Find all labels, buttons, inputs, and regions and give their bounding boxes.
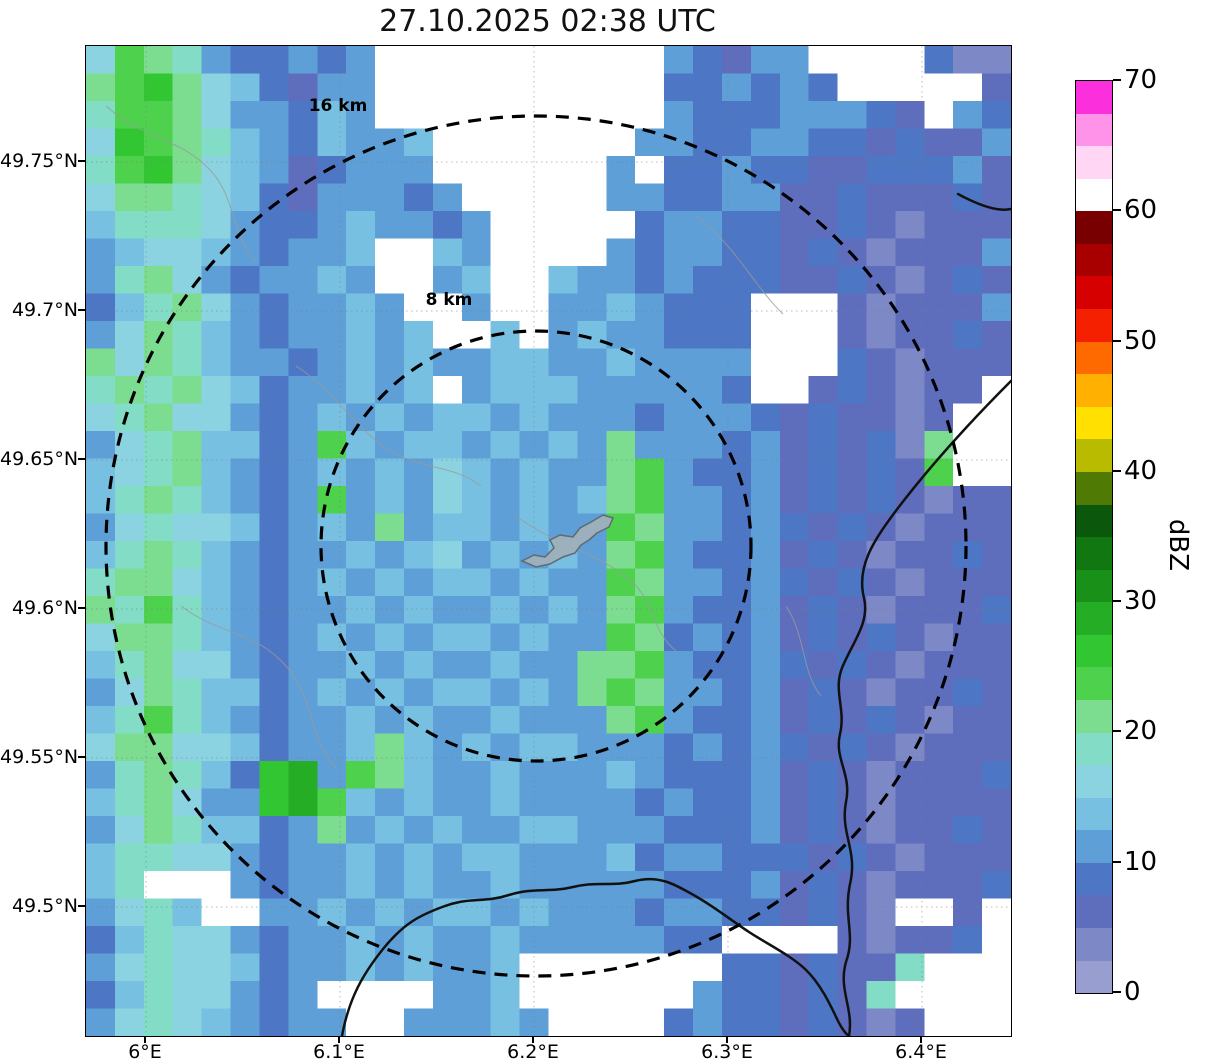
colorbar-tick-label: 30 [1124,586,1158,617]
colorbar-tick-label: 50 [1124,325,1158,356]
colorbar-tick-mark [1113,730,1121,733]
colorbar-segment [1076,830,1112,863]
lon-tick-mark [726,1036,728,1043]
country-borders [340,192,1011,1036]
lat-tick-label: 49.65°N [0,448,79,470]
colorbar-segment [1076,667,1112,700]
lon-tick-label: 6.1°E [313,1041,365,1063]
lon-tick-label: 6.4°E [895,1041,947,1063]
colorbar-segment [1076,634,1112,668]
colorbar-segment [1076,732,1112,766]
lat-tick-label: 49.7°N [11,299,78,321]
lat-tick-mark [78,756,85,758]
lat-tick-mark [78,458,85,460]
colorbar-tick-mark [1113,209,1121,212]
colorbar-segment [1076,537,1112,570]
colorbar-tick-label: 70 [1124,65,1158,95]
border-south [340,877,851,1036]
colorbar-segment [1076,113,1112,147]
lon-tick-mark [144,1036,146,1043]
colorbar-segment [1076,862,1112,896]
colorbar-tick-mark [1113,79,1121,81]
colorbar-segment [1076,928,1112,961]
graticule [86,46,1011,1036]
lon-tick-label: 6°E [128,1041,162,1063]
colorbar-segment [1076,569,1112,603]
colorbar-segment [1076,765,1112,798]
lon-tick-mark [338,1036,340,1043]
colorbar-segment [1076,406,1112,440]
colorbar-tick-mark [1113,339,1121,342]
lat-tick-label: 49.6°N [11,597,78,619]
colorbar-segment [1076,276,1112,310]
ring-label-16km: 16 km [308,96,368,116]
reflectivity-heatmap [86,46,1011,1036]
colorbar-segment [1076,211,1112,244]
radar-plot: 8 km 16 km [85,45,1012,1037]
range-ring-8km [319,329,753,763]
colorbar-segment [1076,797,1112,831]
colorbar-segment [1076,471,1112,505]
colorbar-tick-mark [1113,991,1121,993]
colorbar-tick-label: 0 [1124,977,1141,1007]
colorbar-segment [1076,602,1112,635]
colorbar-tick-mark [1113,860,1121,863]
border-top-right [956,192,1011,211]
colorbar-segment [1076,960,1112,994]
colorbar-segment [1076,81,1112,114]
colorbar-tick-mark [1113,469,1121,472]
colorbar-segment [1076,341,1112,375]
colorbar-tick-label: 60 [1124,195,1158,226]
border-east [837,379,1011,1036]
colorbar-segment [1076,699,1112,733]
city-outline [520,514,615,568]
ring-label-8km: 8 km [425,290,473,310]
lat-tick-label: 49.55°N [0,746,79,768]
lat-tick-mark [78,160,85,162]
lat-tick-mark [78,905,85,907]
colorbar-segment [1076,374,1112,407]
map-overlay [86,46,1011,1036]
colorbar [1075,80,1113,994]
range-ring-16km [104,114,968,978]
lat-tick-mark [78,607,85,609]
lat-tick-mark [78,309,85,311]
lon-tick-mark [920,1036,922,1043]
lon-tick-label: 6.3°E [701,1041,753,1063]
lon-tick-label: 6.2°E [507,1041,559,1063]
colorbar-tick-label: 20 [1124,716,1158,747]
admin-boundary-lines [105,105,822,769]
lat-tick-label: 49.75°N [0,150,79,172]
colorbar-segment [1076,178,1112,212]
colorbar-label: dBZ [1163,518,1193,572]
colorbar-segment [1076,309,1112,342]
lat-tick-label: 49.5°N [11,895,78,917]
colorbar-tick-label: 40 [1124,455,1158,486]
colorbar-segment [1076,146,1112,179]
colorbar-tick-mark [1113,600,1121,603]
colorbar-segment [1076,439,1112,472]
figure-title: 27.10.2025 02:38 UTC [379,4,716,39]
lon-tick-mark [532,1036,534,1043]
colorbar-segment [1076,504,1112,538]
colorbar-tick-label: 10 [1124,846,1158,877]
colorbar-segment [1076,243,1112,277]
colorbar-segment [1076,895,1112,929]
